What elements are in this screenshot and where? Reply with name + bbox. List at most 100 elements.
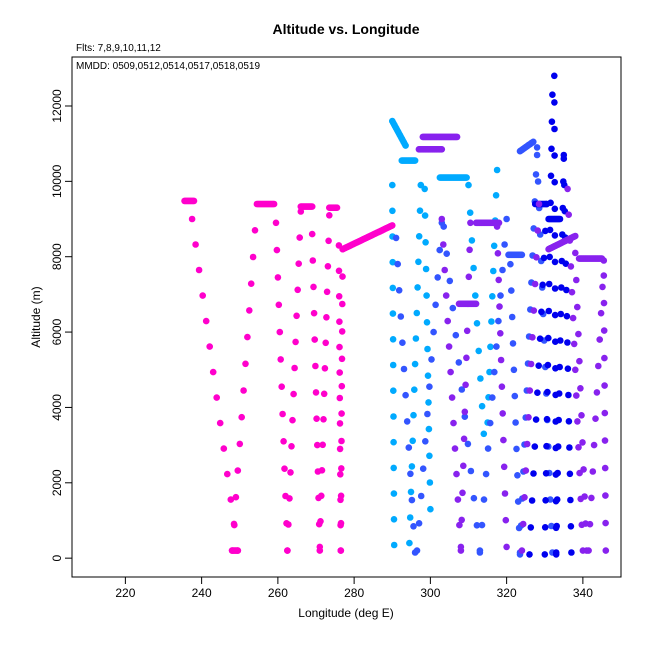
data-point bbox=[551, 73, 558, 80]
data-point bbox=[411, 386, 418, 393]
data-point bbox=[603, 547, 610, 554]
data-point bbox=[556, 364, 563, 371]
data-point bbox=[573, 392, 580, 399]
data-point bbox=[481, 431, 488, 438]
data-point bbox=[284, 547, 291, 554]
data-point bbox=[425, 372, 432, 379]
data-point bbox=[564, 186, 571, 193]
data-point bbox=[587, 521, 594, 528]
data-point bbox=[443, 292, 450, 299]
data-point bbox=[567, 497, 574, 504]
data-point bbox=[598, 310, 605, 317]
data-point bbox=[325, 238, 332, 245]
data-point bbox=[250, 254, 257, 261]
data-point bbox=[291, 365, 298, 372]
data-point bbox=[191, 198, 198, 205]
data-point bbox=[468, 468, 475, 475]
data-point bbox=[549, 91, 556, 98]
data-point bbox=[487, 420, 494, 427]
data-point bbox=[318, 493, 325, 500]
x-axis-label: Longitude (deg E) bbox=[298, 606, 393, 620]
data-point bbox=[531, 307, 538, 314]
x-tick-label: 260 bbox=[268, 586, 288, 600]
data-point bbox=[567, 237, 574, 244]
data-point bbox=[285, 521, 292, 528]
data-point bbox=[469, 237, 476, 244]
data-point bbox=[422, 438, 429, 445]
data-point bbox=[602, 410, 609, 417]
data-point bbox=[599, 284, 606, 291]
data-point bbox=[497, 292, 504, 299]
data-point bbox=[418, 493, 425, 500]
data-point bbox=[233, 494, 240, 501]
data-point bbox=[453, 471, 460, 478]
data-point bbox=[489, 394, 496, 401]
data-point bbox=[595, 363, 602, 370]
data-point bbox=[574, 304, 581, 311]
data-point bbox=[519, 252, 526, 259]
data-point bbox=[444, 318, 451, 325]
data-point bbox=[499, 383, 506, 390]
data-point bbox=[412, 361, 419, 368]
data-point bbox=[565, 211, 572, 218]
data-point bbox=[465, 182, 472, 189]
data-point bbox=[542, 497, 549, 504]
data-point bbox=[554, 496, 561, 503]
data-point bbox=[546, 308, 553, 315]
data-point bbox=[248, 280, 255, 287]
data-point bbox=[276, 302, 283, 309]
y-tick-label: 4000 bbox=[50, 394, 64, 421]
data-point bbox=[339, 328, 346, 335]
data-point bbox=[402, 142, 409, 149]
data-point bbox=[542, 551, 549, 558]
data-point bbox=[557, 337, 564, 344]
data-point bbox=[530, 139, 537, 146]
data-point bbox=[290, 391, 297, 398]
plot-frame bbox=[72, 57, 621, 577]
data-point bbox=[490, 268, 497, 275]
data-point bbox=[414, 284, 421, 291]
data-point bbox=[414, 547, 421, 554]
data-point bbox=[319, 442, 326, 449]
data-point bbox=[532, 443, 539, 450]
data-point bbox=[415, 259, 422, 266]
data-point bbox=[467, 220, 474, 227]
data-point bbox=[447, 369, 454, 376]
data-point bbox=[427, 479, 434, 486]
data-point bbox=[534, 152, 541, 159]
data-point bbox=[576, 470, 583, 477]
data-point bbox=[503, 544, 510, 551]
data-point bbox=[339, 383, 346, 390]
data-point bbox=[497, 330, 504, 337]
data-point bbox=[274, 247, 281, 254]
data-point bbox=[452, 445, 459, 452]
data-point bbox=[479, 522, 486, 529]
data-point bbox=[391, 542, 398, 549]
data-point bbox=[421, 186, 428, 193]
data-point bbox=[338, 465, 345, 472]
data-point bbox=[514, 472, 521, 479]
data-point bbox=[416, 233, 423, 240]
data-point bbox=[426, 453, 433, 460]
data-point bbox=[508, 287, 515, 294]
data-point bbox=[519, 547, 526, 554]
data-point bbox=[288, 443, 295, 450]
data-point bbox=[450, 305, 457, 312]
data-point bbox=[323, 314, 330, 321]
data-point bbox=[390, 362, 397, 369]
data-point bbox=[414, 310, 421, 317]
data-point bbox=[337, 420, 344, 427]
data-point bbox=[556, 390, 563, 397]
data-point bbox=[567, 471, 574, 478]
data-point bbox=[572, 250, 579, 257]
data-point bbox=[409, 438, 416, 445]
data-point bbox=[296, 234, 303, 241]
data-point bbox=[549, 118, 556, 125]
data-point bbox=[572, 233, 579, 240]
data-point bbox=[564, 339, 571, 346]
data-point bbox=[534, 227, 541, 234]
data-point bbox=[244, 334, 251, 341]
data-point bbox=[398, 313, 405, 320]
data-point bbox=[547, 227, 554, 234]
data-point bbox=[520, 521, 527, 528]
